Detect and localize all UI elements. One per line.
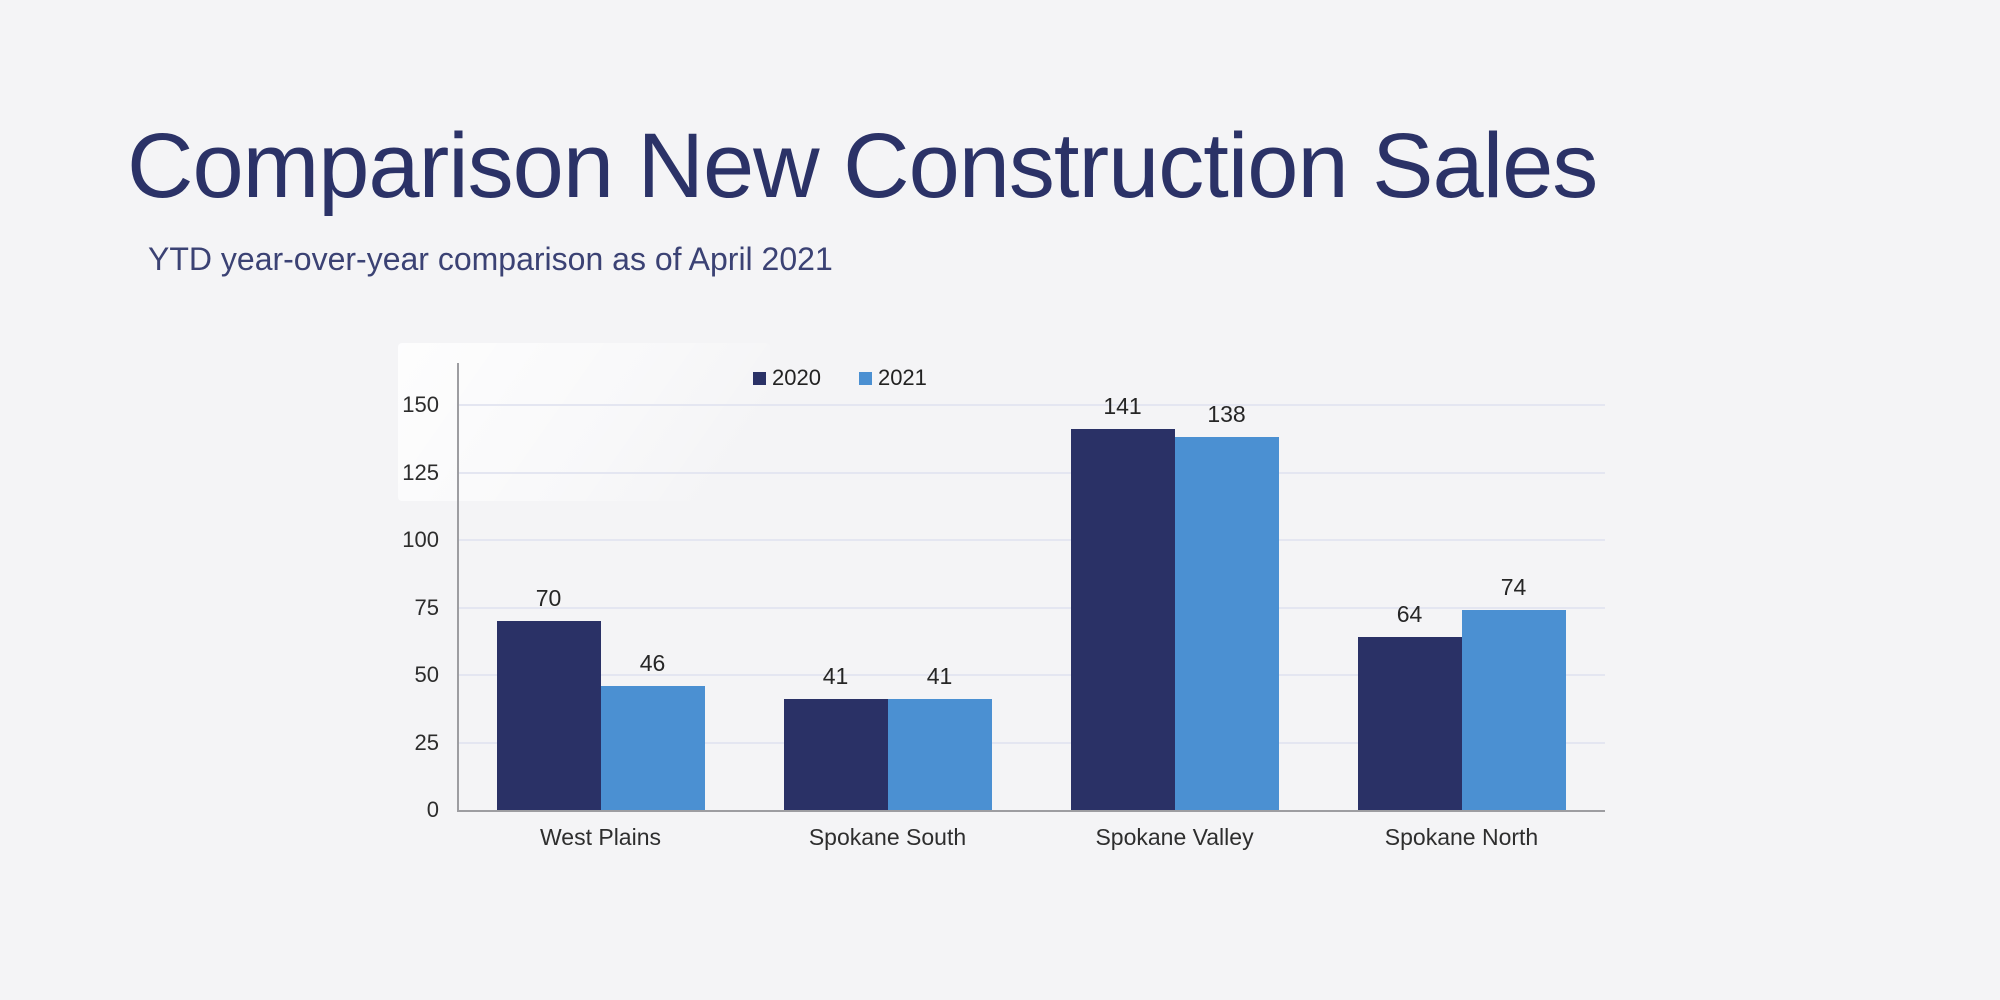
value-label-2020-west-plains: 70 bbox=[535, 585, 562, 611]
y-axis-line bbox=[457, 363, 459, 812]
legend-swatch-2021 bbox=[858, 371, 872, 385]
gridline-25 bbox=[459, 741, 1605, 744]
legend-item-2020: 2020 bbox=[753, 365, 821, 391]
y-tick-label-25: 25 bbox=[414, 729, 439, 755]
y-tick-label-0: 0 bbox=[426, 797, 439, 822]
legend-swatch-2020 bbox=[753, 371, 766, 385]
y-tick-label-100: 100 bbox=[402, 527, 439, 552]
highlight-panel bbox=[398, 343, 770, 501]
y-tick-label-150: 150 bbox=[402, 392, 439, 417]
value-label-2020-spokane-north: 64 bbox=[1396, 601, 1423, 628]
legend-label-2020: 2020 bbox=[772, 365, 821, 390]
y-tick-label-75: 75 bbox=[414, 594, 439, 620]
value-label-2021-spokane-north: 74 bbox=[1500, 574, 1527, 601]
value-label-2021-spokane-valley: 138 bbox=[1207, 401, 1246, 428]
legend-item-2021: 2021 bbox=[858, 365, 927, 391]
legend: 2020 2021 bbox=[753, 365, 927, 391]
bar-2021-west-plains bbox=[600, 685, 705, 810]
category-label-west-plains: West Plains bbox=[539, 824, 661, 850]
legend-label-2021: 2021 bbox=[877, 365, 927, 390]
bar-2021-spokane-north bbox=[1461, 610, 1566, 810]
bar-2020-spokane-south bbox=[783, 699, 888, 810]
value-label-2021-west-plains: 46 bbox=[639, 649, 666, 676]
y-tick-label-50: 50 bbox=[414, 662, 439, 687]
category-label-spokane-south: Spokane South bbox=[808, 824, 967, 850]
bar-2020-spokane-north bbox=[1357, 637, 1462, 810]
bar-2021-spokane-south bbox=[887, 699, 992, 810]
page-title: Comparison New Construction Sales bbox=[127, 115, 1598, 217]
value-label-2020-spokane-valley: 141 bbox=[1103, 393, 1142, 420]
gridline-150 bbox=[459, 404, 1605, 406]
bar-2021-spokane-valley bbox=[1174, 437, 1279, 810]
value-label-2021-spokane-south: 41 bbox=[926, 663, 953, 690]
value-label-2020-spokane-south: 41 bbox=[822, 663, 849, 690]
gridline-100 bbox=[459, 539, 1605, 541]
gridline-125 bbox=[459, 471, 1605, 474]
x-axis-line bbox=[457, 810, 1605, 812]
gridline-75 bbox=[459, 606, 1605, 609]
bar-2020-west-plains bbox=[496, 621, 601, 810]
y-tick-label-125: 125 bbox=[402, 459, 439, 485]
gridline-50 bbox=[459, 674, 1605, 676]
category-label-spokane-valley: Spokane Valley bbox=[1095, 824, 1254, 850]
category-label-spokane-north: Spokane North bbox=[1384, 824, 1539, 850]
bar-chart: 0 25 50 75 100 125 150 2020 2021 70 46 41 41 141 138… bbox=[402, 363, 1605, 850]
bar-2020-spokane-valley bbox=[1070, 429, 1175, 810]
page-subtitle: YTD year-over-year comparison as of Apri… bbox=[148, 241, 833, 277]
